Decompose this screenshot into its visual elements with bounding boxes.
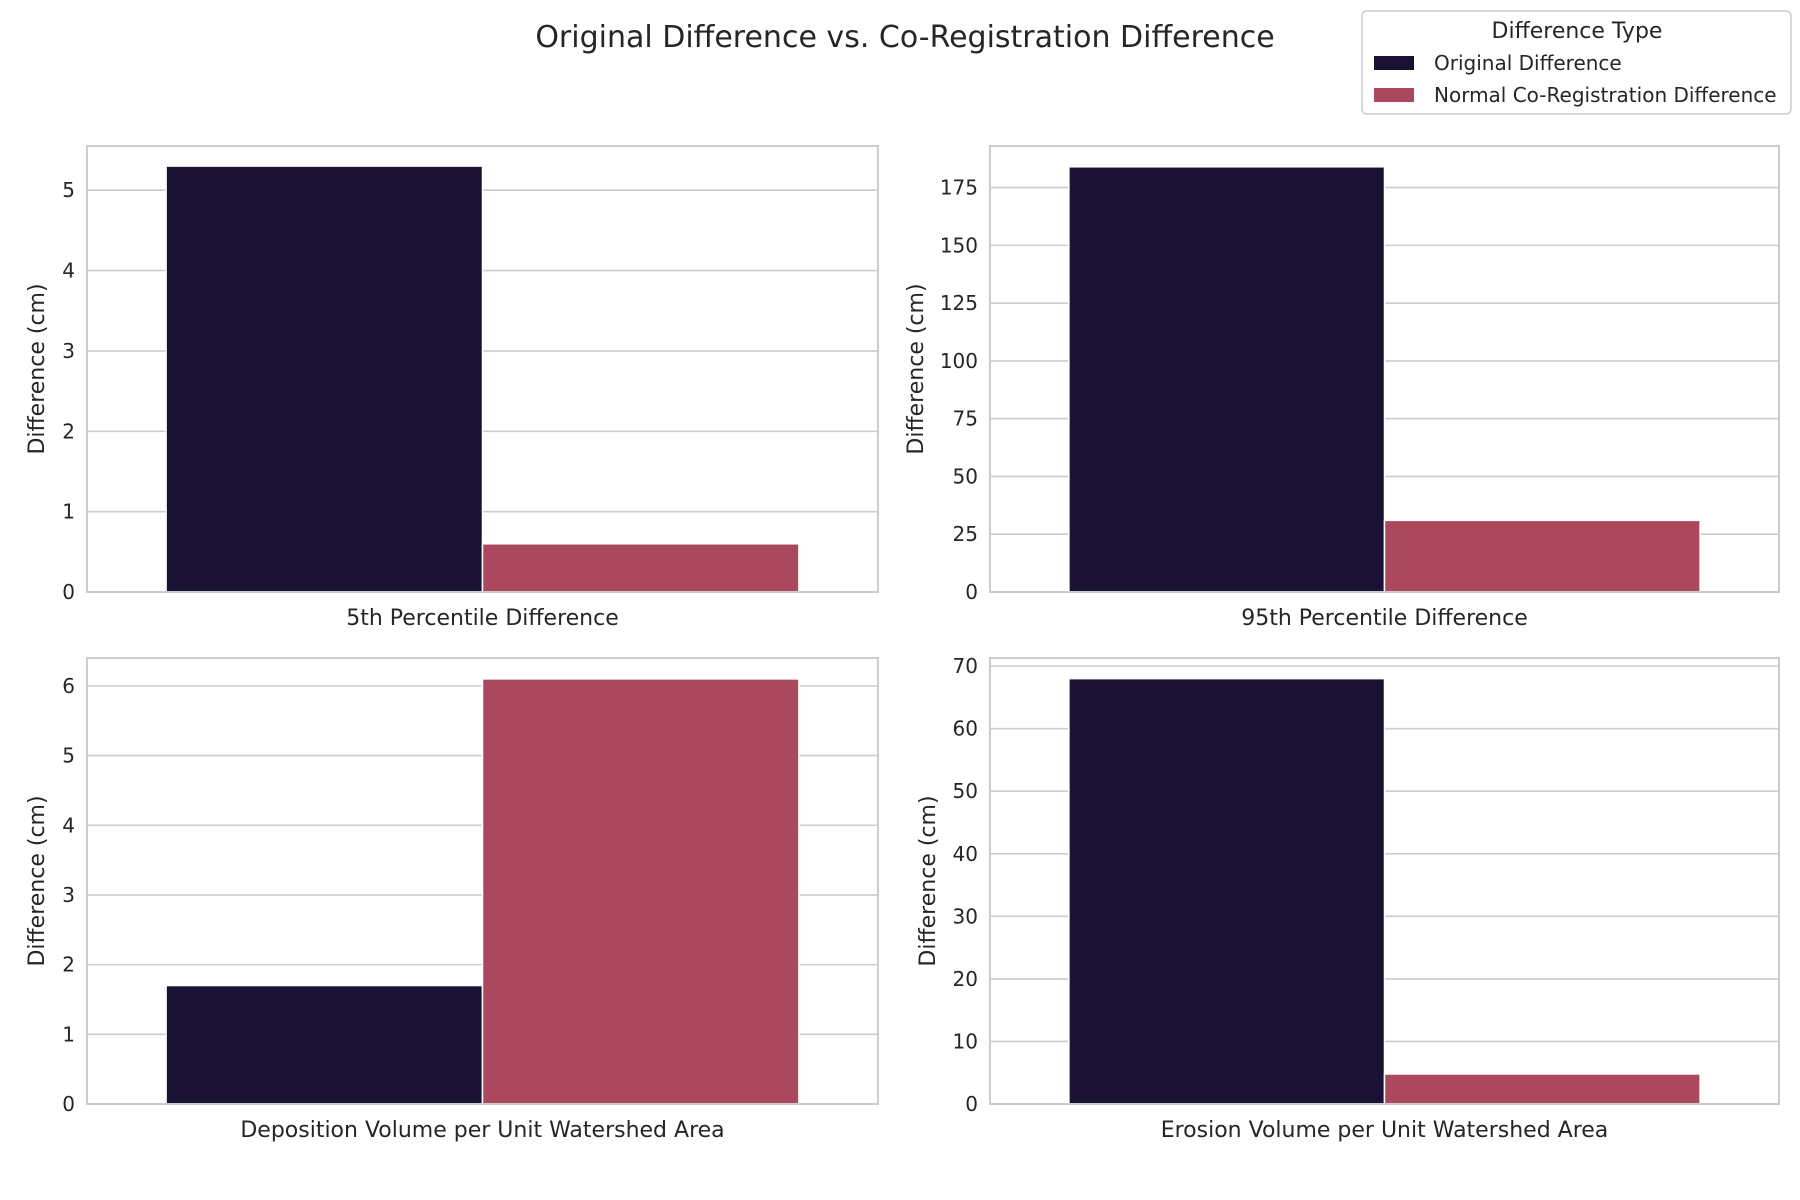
- subplot-erosion-volume-per-unit-watershed-area: 0 10 20 30 40 50 60 70 Erosion Volume per Unit W…: [916, 654, 1780, 1143]
- legend-title: Difference Type: [1492, 19, 1663, 44]
- subplot-grid: 0 1 2 3 4 5 5th Percentile Difference Differenc…: [25, 145, 1780, 1143]
- axes-frame: [989, 145, 1780, 593]
- y-tick-label: 2: [62, 953, 75, 977]
- y-tick-label: 3: [62, 883, 75, 907]
- x-axis-label: 95th Percentile Difference: [1241, 606, 1528, 631]
- x-axis-label: Erosion Volume per Unit Watershed Area: [1161, 1118, 1609, 1143]
- y-tick-label: 50: [953, 464, 978, 488]
- legend-swatch-original-difference: [1374, 56, 1414, 70]
- axes-frame: [86, 145, 879, 593]
- y-tick-label: 1: [62, 1022, 75, 1046]
- y-axis-label: Difference (cm): [25, 795, 50, 966]
- y-tick-label: 0: [62, 1092, 75, 1116]
- y-axis-label: Difference (cm): [916, 795, 941, 966]
- chart-title: Original Difference vs. Co-Registration …: [535, 20, 1274, 55]
- legend-swatch-normal-co-registration-difference: [1374, 88, 1414, 102]
- y-tick-label: 150: [940, 233, 978, 257]
- y-tick-label: 4: [62, 259, 75, 283]
- legend-label-normal-co-registration-difference: Normal Co-Registration Difference: [1434, 83, 1777, 107]
- y-tick-label: 25: [953, 522, 978, 546]
- y-tick-label: 5: [62, 178, 75, 202]
- y-tick-label: 20: [953, 967, 978, 991]
- y-tick-label: 100: [940, 349, 978, 373]
- y-tick-label: 0: [965, 1092, 978, 1116]
- y-tick-label: 175: [940, 176, 978, 200]
- y-tick-label: 60: [953, 717, 978, 741]
- bar-original-difference: [1068, 166, 1386, 593]
- legend: Difference Type Original Difference Norm…: [1361, 10, 1792, 115]
- subplot-95th-percentile-difference: 0 25 50 75 100 125 150 175 95th Percentile Diffe…: [904, 145, 1780, 631]
- axes-frame: [989, 657, 1780, 1105]
- bar-original-difference: [165, 165, 484, 593]
- y-tick-label: 2: [62, 419, 75, 443]
- x-axis-label: Deposition Volume per Unit Watershed Are…: [240, 1118, 724, 1143]
- y-tick-label: 30: [953, 904, 978, 928]
- y-tick-label: 75: [953, 407, 978, 431]
- y-tick-label: 0: [965, 580, 978, 604]
- bar-normal-co-registration-difference: [481, 678, 800, 1105]
- x-axis-label: 5th Percentile Difference: [346, 606, 619, 631]
- axes-frame: [86, 657, 879, 1105]
- y-tick-label: 70: [953, 654, 978, 678]
- y-tick-label: 0: [62, 580, 75, 604]
- y-axis-label: Difference (cm): [904, 283, 929, 454]
- bar-normal-co-registration-difference: [1383, 519, 1701, 593]
- y-tick-label: 10: [953, 1029, 978, 1053]
- y-tick-label: 125: [940, 291, 978, 315]
- bar-original-difference: [165, 984, 484, 1105]
- bar-normal-co-registration-difference: [1383, 1073, 1701, 1105]
- y-axis-label: Difference (cm): [25, 283, 50, 454]
- legend-frame: [1361, 10, 1792, 115]
- y-tick-label: 1: [62, 500, 75, 524]
- y-tick-label: 3: [62, 339, 75, 363]
- y-tick-label: 5: [62, 744, 75, 768]
- y-tick-label: 50: [953, 779, 978, 803]
- y-tick-label: 4: [62, 813, 75, 837]
- bar-normal-co-registration-difference: [481, 543, 800, 593]
- subplot-deposition-volume-per-unit-watershed-area: 0 1 2 3 4 5 6 Deposition Volume per Unit Waters…: [25, 657, 879, 1143]
- y-tick-label: 6: [62, 674, 75, 698]
- y-tick-label: 40: [953, 842, 978, 866]
- bar-original-difference: [1068, 677, 1386, 1105]
- subplot-5th-percentile-difference: 0 1 2 3 4 5 5th Percentile Difference Differenc…: [25, 145, 879, 631]
- legend-label-original-difference: Original Difference: [1434, 51, 1622, 75]
